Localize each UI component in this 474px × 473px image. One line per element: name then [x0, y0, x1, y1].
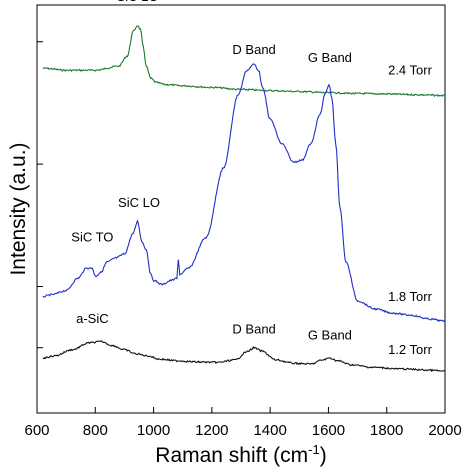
annotation-layer: SiC LO D Band G Band 2.4 Torr SiC TO SiC LO 1.…	[71, 0, 432, 357]
x-axis-title: Raman shift (cm-1)	[155, 442, 326, 467]
annotation-label: D Band	[232, 42, 275, 57]
y-axis-title: Intensity (a.u.)	[7, 142, 30, 275]
annotation-label: SiC LO	[117, 0, 159, 4]
annotation-label: D Band	[232, 321, 275, 336]
x-ticks: 600 800 1000 1200 1400 1600 1800 2000	[24, 407, 462, 439]
x-tick-label: 1400	[253, 422, 286, 439]
annotation-label: a-SiC	[76, 311, 109, 326]
y-ticks	[37, 41, 43, 349]
plot-frame	[36, 4, 446, 414]
annotation-label: 1.8 Torr	[388, 289, 433, 304]
x-tick-label: 600	[24, 422, 49, 439]
x-tick-label: 1600	[312, 422, 345, 439]
series-line-2	[42, 340, 446, 373]
annotation-label: SiC LO	[118, 195, 160, 210]
series-layer	[42, 25, 446, 373]
x-tick-label: 1200	[195, 422, 228, 439]
series-line-0	[42, 25, 446, 98]
x-tick-label: 800	[83, 422, 108, 439]
series-line-1	[42, 63, 446, 323]
annotation-label: G Band	[308, 328, 352, 343]
x-tick-label: 1000	[137, 422, 170, 439]
annotation-label: 1.2 Torr	[388, 342, 433, 357]
x-tick-label: 1800	[370, 422, 403, 439]
annotation-label: SiC TO	[71, 230, 113, 245]
x-tick-label: 2000	[428, 422, 461, 439]
annotation-label: 2.4 Torr	[388, 62, 433, 77]
annotation-label: G Band	[308, 50, 352, 65]
